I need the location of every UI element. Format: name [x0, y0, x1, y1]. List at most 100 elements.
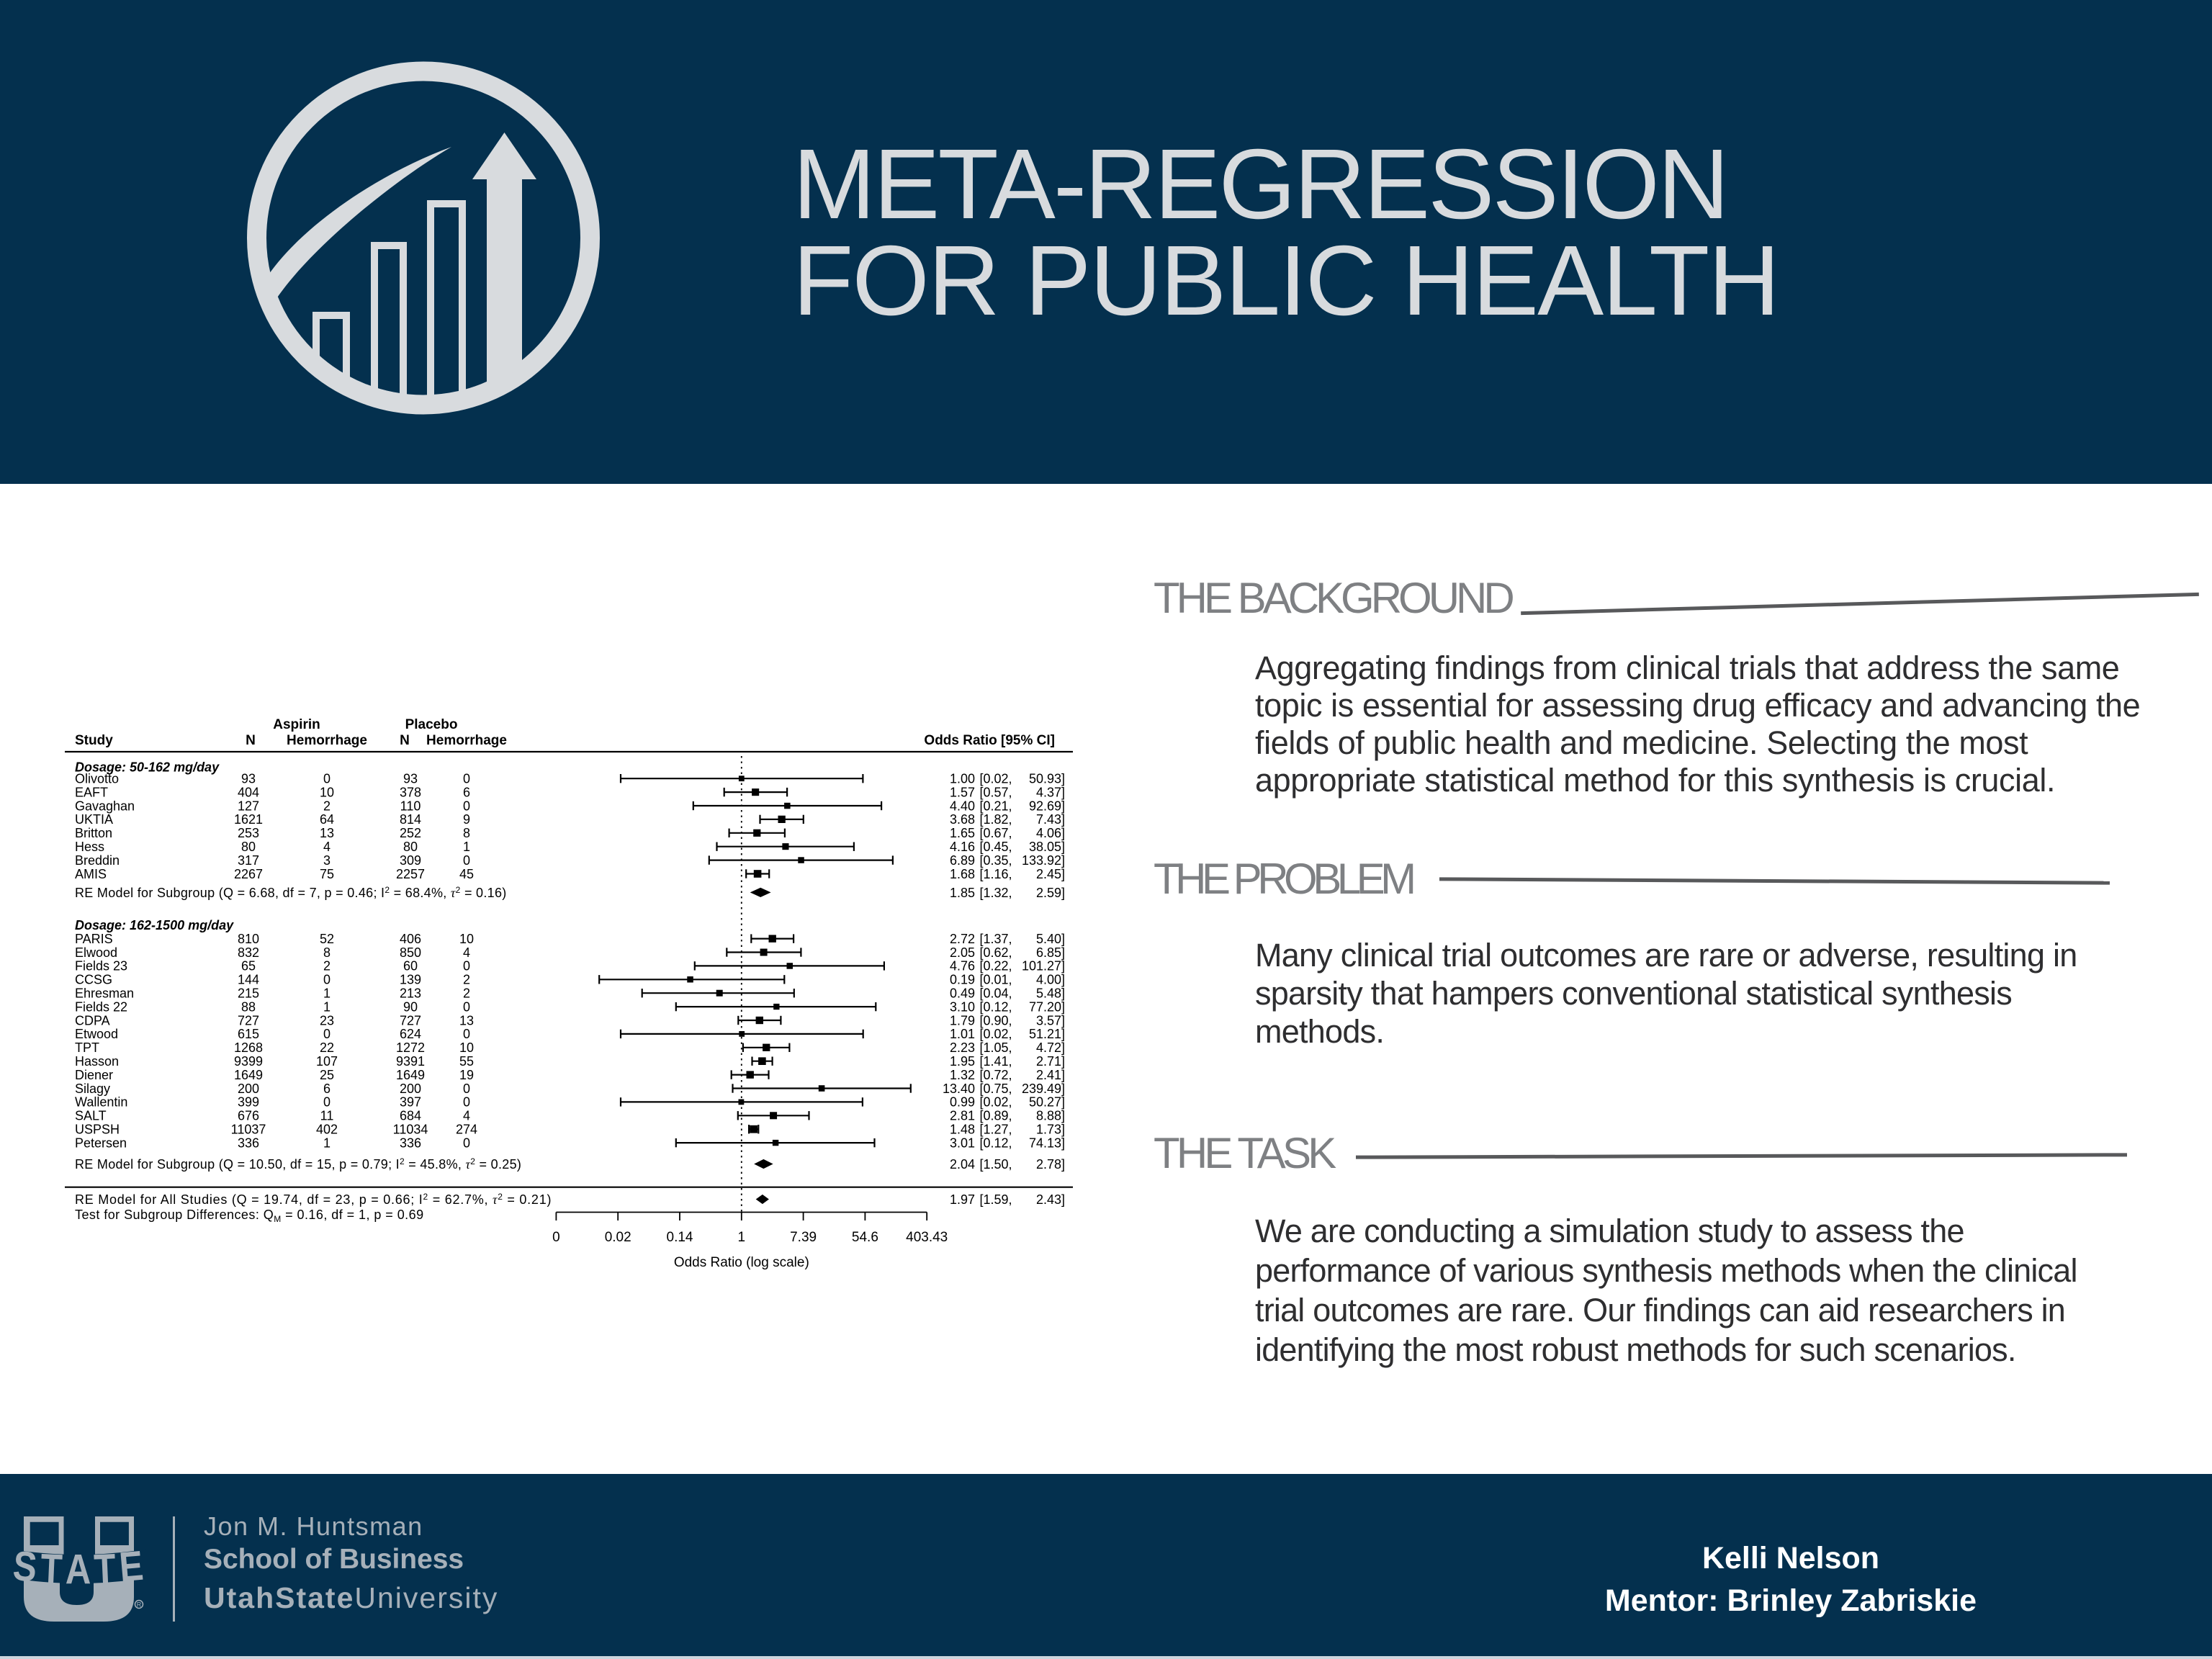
svg-text:50.27]: 50.27] — [1029, 1095, 1065, 1110]
svg-text:336: 336 — [400, 1136, 421, 1150]
svg-text:0: 0 — [463, 1095, 470, 1110]
svg-text:0: 0 — [323, 973, 331, 987]
svg-text:[0.89,: [0.89, — [980, 1109, 1012, 1123]
svg-text:PARIS: PARIS — [75, 932, 113, 946]
svg-text:[1.82,: [1.82, — [980, 812, 1012, 827]
svg-text:7.39: 7.39 — [790, 1230, 817, 1245]
svg-text:[1.27,: [1.27, — [980, 1123, 1012, 1137]
svg-text:2267: 2267 — [234, 867, 263, 881]
svg-text:19: 19 — [459, 1068, 474, 1082]
svg-text:Fields 23: Fields 23 — [75, 959, 127, 974]
svg-text:727: 727 — [238, 1013, 259, 1028]
svg-text:2: 2 — [463, 986, 470, 1001]
svg-text:E: E — [117, 1542, 145, 1591]
svg-text:274: 274 — [456, 1123, 477, 1137]
svg-text:60: 60 — [403, 959, 418, 974]
svg-text:[0.01,: [0.01, — [980, 973, 1012, 987]
svg-text:CCSG: CCSG — [75, 973, 112, 987]
svg-text:3.68: 3.68 — [950, 812, 975, 827]
svg-text:T: T — [93, 1545, 117, 1593]
svg-text:0: 0 — [463, 999, 470, 1014]
svg-text:0: 0 — [323, 772, 331, 786]
svg-text:4: 4 — [463, 945, 470, 960]
svg-text:Gavaghan: Gavaghan — [75, 799, 135, 813]
svg-text:1.01: 1.01 — [950, 1027, 975, 1041]
svg-text:5.40]: 5.40] — [1036, 932, 1065, 946]
svg-text:6: 6 — [463, 785, 470, 799]
svg-text:Study: Study — [75, 733, 113, 748]
svg-text:75: 75 — [320, 867, 334, 881]
svg-text:0: 0 — [552, 1230, 560, 1245]
svg-text:9391: 9391 — [396, 1054, 425, 1069]
svg-text:4.16: 4.16 — [950, 840, 975, 854]
svg-text:A: A — [66, 1547, 91, 1593]
svg-text:810: 810 — [238, 932, 259, 946]
svg-text:402: 402 — [316, 1123, 338, 1137]
svg-text:93: 93 — [403, 772, 418, 786]
svg-text:239.49]: 239.49] — [1022, 1082, 1065, 1096]
svg-text:1: 1 — [323, 986, 331, 1001]
svg-text:[1.41,: [1.41, — [980, 1054, 1012, 1069]
svg-text:10: 10 — [320, 785, 334, 799]
svg-text:1.00: 1.00 — [950, 772, 975, 786]
svg-text:3.10: 3.10 — [950, 999, 975, 1014]
svg-text:0: 0 — [323, 1095, 331, 1110]
svg-text:51.21]: 51.21] — [1029, 1027, 1065, 1041]
svg-text:110: 110 — [400, 799, 421, 813]
svg-text:252: 252 — [400, 826, 421, 840]
svg-text:S: S — [11, 1542, 38, 1591]
svg-text:0: 0 — [463, 959, 470, 974]
svg-text:EAFT: EAFT — [75, 785, 108, 799]
svg-text:2.71]: 2.71] — [1036, 1054, 1065, 1069]
svg-text:0: 0 — [323, 1027, 331, 1041]
svg-text:0: 0 — [463, 1136, 470, 1150]
svg-text:11037: 11037 — [231, 1123, 266, 1137]
svg-text:Petersen: Petersen — [75, 1136, 127, 1150]
svg-text:77.20]: 77.20] — [1029, 999, 1065, 1014]
svg-text:RE Model for Subgroup (Q = 6.6: RE Model for Subgroup (Q = 6.68, df = 7,… — [75, 885, 507, 900]
svg-text:1: 1 — [738, 1230, 746, 1245]
svg-text:5.48]: 5.48] — [1036, 986, 1065, 1001]
svg-text:10: 10 — [459, 932, 474, 946]
svg-text:[0.04,: [0.04, — [980, 986, 1012, 1001]
svg-text:8.88]: 8.88] — [1036, 1109, 1065, 1123]
svg-text:2.41]: 2.41] — [1036, 1068, 1065, 1082]
svg-text:80: 80 — [403, 840, 418, 854]
svg-text:50.93]: 50.93] — [1029, 772, 1065, 786]
svg-text:74.13]: 74.13] — [1029, 1136, 1065, 1150]
svg-text:399: 399 — [238, 1095, 259, 1110]
svg-text:Hemorrhage: Hemorrhage — [287, 733, 367, 748]
svg-text:[0.45,: [0.45, — [980, 840, 1012, 854]
svg-text:[0.02,: [0.02, — [980, 1095, 1012, 1110]
svg-text:144: 144 — [238, 973, 259, 987]
svg-text:[0.72,: [0.72, — [980, 1068, 1012, 1082]
svg-text:Ehresman: Ehresman — [75, 986, 134, 1001]
svg-text:2.43]: 2.43] — [1036, 1192, 1065, 1207]
svg-text:1649: 1649 — [396, 1068, 425, 1082]
svg-text:Odds Ratio [95% CI]: Odds Ratio [95% CI] — [924, 733, 1055, 748]
svg-text:215: 215 — [238, 986, 259, 1001]
svg-text:0.19: 0.19 — [950, 973, 975, 987]
svg-text:1.68: 1.68 — [950, 867, 975, 881]
svg-text:2: 2 — [323, 959, 331, 974]
svg-text:90: 90 — [403, 999, 418, 1014]
svg-text:AMIS: AMIS — [75, 867, 107, 881]
svg-text:13: 13 — [459, 1013, 474, 1028]
svg-text:[0.62,: [0.62, — [980, 945, 1012, 960]
svg-text:200: 200 — [400, 1082, 421, 1096]
svg-text:0: 0 — [463, 853, 470, 868]
svg-text:[0.67,: [0.67, — [980, 826, 1012, 840]
svg-text:0.99: 0.99 — [950, 1095, 975, 1110]
svg-text:USPSH: USPSH — [75, 1123, 120, 1137]
svg-text:Dosage: 162-1500 mg/day: Dosage: 162-1500 mg/day — [75, 918, 234, 932]
svg-text:4.72]: 4.72] — [1036, 1040, 1065, 1055]
svg-text:13.40: 13.40 — [943, 1082, 975, 1096]
svg-text:RE Model for All Studies (Q =: RE Model for All Studies (Q = 19.74, df … — [75, 1192, 552, 1207]
svg-text:2: 2 — [463, 973, 470, 987]
svg-text:4.37]: 4.37] — [1036, 785, 1065, 799]
svg-text:1268: 1268 — [234, 1040, 263, 1055]
svg-text:Test for Subgroup Differences:: Test for Subgroup Differences: QM = 0.16… — [75, 1208, 424, 1224]
svg-text:1.65: 1.65 — [950, 826, 975, 840]
svg-text:1.48: 1.48 — [950, 1123, 975, 1137]
svg-text:4: 4 — [323, 840, 331, 854]
